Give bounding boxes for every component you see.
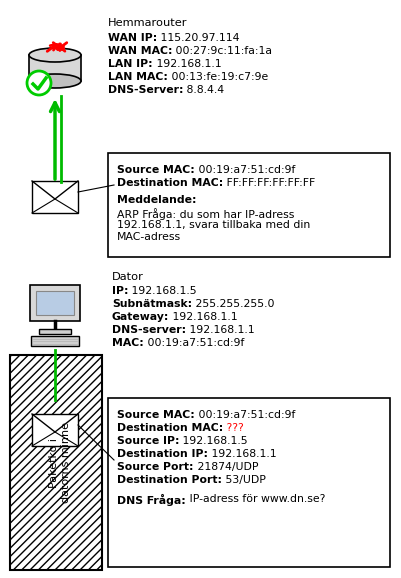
Text: Paketko i
datorns minne: Paketko i datorns minne [49,422,71,503]
Text: 00:13:fe:19:c7:9e: 00:13:fe:19:c7:9e [168,72,267,82]
Text: Source IP:: Source IP: [117,436,179,446]
Text: Destination Port:: Destination Port: [117,475,221,485]
Text: 115.20.97.114: 115.20.97.114 [157,33,239,43]
Text: 192.168.1.1: 192.168.1.1 [169,312,237,322]
Bar [32,181,78,213]
Text: 192.168.1.1: 192.168.1.1 [186,325,254,335]
Text: FF:FF:FF:FF:FF:FF: FF:FF:FF:FF:FF:FF [223,178,315,188]
Text: 192.168.1.5: 192.168.1.5 [128,286,196,296]
Text: Dator: Dator [112,272,144,282]
Bar [39,329,71,334]
Ellipse shape [29,48,81,62]
Bar [32,414,78,446]
Text: Destination MAC:: Destination MAC: [117,423,223,433]
Text: Gateway:: Gateway: [112,312,169,322]
Text: Meddelande:: Meddelande: [117,195,196,205]
Text: 192.168.1.1, svara tillbaka med din: 192.168.1.1, svara tillbaka med din [117,220,310,230]
Text: Subnätmask:: Subnätmask: [112,299,192,309]
Text: 00:27:9c:11:fa:1a: 00:27:9c:11:fa:1a [172,46,272,56]
Text: 00:19:a7:51:cd:9f: 00:19:a7:51:cd:9f [144,338,243,348]
Text: DNS-server:: DNS-server: [112,325,186,335]
Text: LAN IP:: LAN IP: [108,59,152,69]
Bar [36,291,74,315]
Ellipse shape [29,74,81,88]
Text: LAN MAC:: LAN MAC: [108,72,168,82]
Bar [29,55,81,81]
Circle shape [27,71,51,95]
Text: IP-adress för www.dn.se?: IP-adress för www.dn.se? [185,494,324,504]
Text: IP:: IP: [112,286,128,296]
Text: ARP Fråga: du som har IP-adress: ARP Fråga: du som har IP-adress [117,208,294,220]
Text: 21874/UDP: 21874/UDP [193,462,257,472]
Text: 8.8.4.4: 8.8.4.4 [183,85,224,95]
Text: 192.168.1.1: 192.168.1.1 [207,449,276,459]
Text: ???: ??? [223,423,243,433]
Text: MAC:: MAC: [112,338,144,348]
Text: Source MAC:: Source MAC: [117,410,194,420]
Bar [30,285,80,321]
Text: Destination MAC:: Destination MAC: [117,178,223,188]
Text: 192.168.1.5: 192.168.1.5 [179,436,247,446]
Text: DNS-Server:: DNS-Server: [108,85,183,95]
Text: DNS Fråga:: DNS Fråga: [117,494,185,506]
Text: WAN MAC:: WAN MAC: [108,46,172,56]
Text: Hemmarouter: Hemmarouter [108,18,187,28]
Text: 00:19:a7:51:cd:9f: 00:19:a7:51:cd:9f [194,165,294,175]
Text: 192.168.1.1: 192.168.1.1 [152,59,221,69]
Text: Destination IP:: Destination IP: [117,449,207,459]
Text: 00:19:a7:51:cd:9f: 00:19:a7:51:cd:9f [194,410,294,420]
FancyBboxPatch shape [108,153,389,257]
Text: WAN IP:: WAN IP: [108,33,157,43]
Text: 255.255.255.0: 255.255.255.0 [192,299,274,309]
Text: Source MAC:: Source MAC: [117,165,194,175]
Bar [31,336,79,346]
Text: Source Port:: Source Port: [117,462,193,472]
Text: MAC-adress: MAC-adress [117,232,181,242]
Text: 53/UDP: 53/UDP [221,475,265,485]
FancyBboxPatch shape [108,398,389,567]
Bar [10,355,102,570]
